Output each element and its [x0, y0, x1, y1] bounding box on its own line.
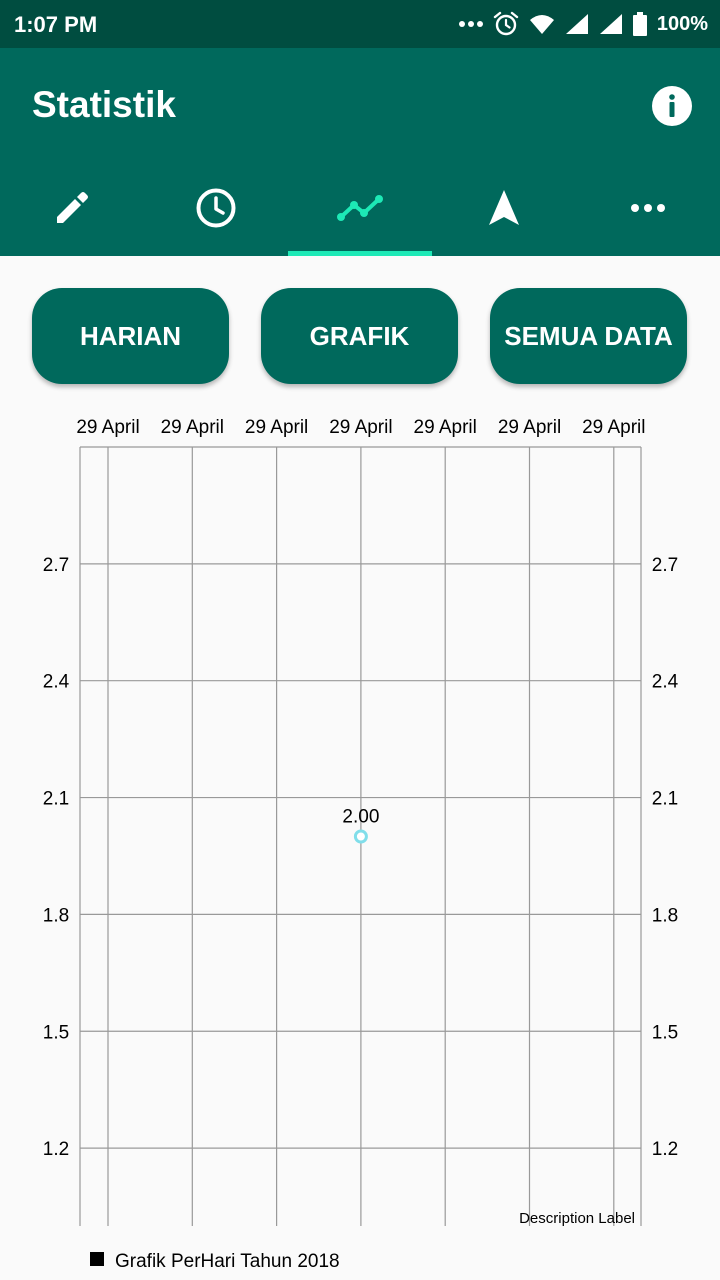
x-tick-label: 29 April: [582, 417, 645, 438]
info-button[interactable]: [652, 86, 692, 126]
x-tick-label: 29 April: [329, 417, 392, 438]
y-tick-label-right: 2.4: [652, 672, 679, 693]
line-chart-icon: [337, 195, 383, 221]
y-tick-label-right: 2.7: [652, 555, 678, 576]
tab-more[interactable]: [576, 160, 720, 256]
legend-swatch: [90, 1252, 104, 1266]
daily-button[interactable]: HARIAN: [32, 288, 229, 384]
x-tick-label: 29 April: [161, 417, 224, 438]
description-label: Description Label: [519, 1210, 635, 1227]
battery-icon: [632, 12, 647, 36]
legend-label: Grafik PerHari Tahun 2018: [115, 1251, 340, 1272]
status-icons: 100%: [458, 10, 708, 38]
y-tick-label-right: 1.8: [652, 905, 678, 926]
info-icon: [652, 86, 692, 126]
x-tick-label: 29 April: [245, 417, 308, 438]
y-tick-label-left: 2.1: [43, 789, 69, 810]
alarm-icon: [493, 11, 519, 36]
signal-icon: [599, 14, 622, 34]
chart-button[interactable]: GRAFIK: [261, 288, 458, 384]
all-data-button[interactable]: SEMUA DATA: [490, 288, 687, 384]
wifi-icon: [529, 15, 554, 34]
tab-bar: [0, 160, 720, 256]
page-title: Statistik: [32, 84, 176, 125]
app-bar: Statistik: [0, 48, 720, 256]
y-tick-label-right: 1.2: [652, 1139, 678, 1160]
data-point: [353, 829, 368, 844]
line-chart: 29 April 29 April 29 April 29 April 29 April…: [43, 417, 679, 1272]
signal-icon: [565, 14, 588, 34]
y-tick-label-right: 1.5: [652, 1022, 678, 1043]
x-tick-label: 29 April: [498, 417, 561, 438]
y-tick-label-left: 2.4: [43, 672, 70, 693]
x-tick-label: 29 April: [76, 417, 139, 438]
pencil-icon: [57, 192, 88, 223]
y-tick-label-left: 1.8: [43, 905, 69, 926]
battery-percentage: 100%: [656, 12, 708, 35]
navigation-arrow-icon: [489, 190, 519, 225]
more-dots-icon: [458, 21, 483, 27]
clock-icon: [196, 188, 236, 228]
tab-indicator: [288, 251, 432, 256]
tab-statistics[interactable]: [288, 160, 432, 256]
tab-navigation[interactable]: [432, 160, 576, 256]
more-horizontal-icon: [631, 204, 665, 212]
tab-history[interactable]: [144, 160, 288, 256]
x-tick-label: 29 April: [414, 417, 477, 438]
status-time: 1:07 PM: [14, 12, 98, 37]
status-bar: 1:07 PM 100%: [0, 0, 720, 48]
y-tick-label-right: 2.1: [652, 789, 678, 810]
data-value-label: 2.00: [342, 807, 379, 828]
tab-edit[interactable]: [0, 160, 144, 256]
y-tick-label-left: 1.2: [43, 1139, 69, 1160]
y-tick-label-left: 2.7: [43, 555, 69, 576]
y-tick-label-left: 1.5: [43, 1022, 69, 1043]
